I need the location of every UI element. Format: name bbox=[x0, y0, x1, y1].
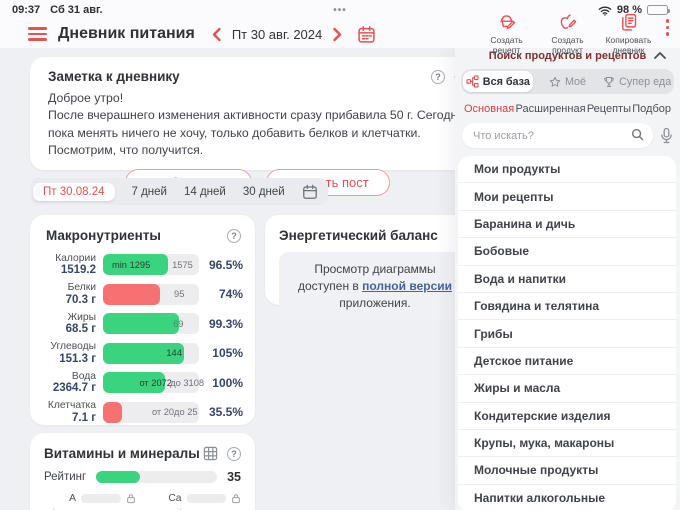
microphone-icon[interactable] bbox=[660, 127, 673, 144]
app-header: Дневник питания Пт 30 авг. 2024 bbox=[0, 20, 680, 48]
copy-diary-button[interactable]: Копировать дневник bbox=[602, 12, 656, 55]
wifi-icon bbox=[598, 5, 612, 16]
multitask-dots-icon: ••• bbox=[333, 4, 347, 16]
create-product-button[interactable]: Создать продукт bbox=[541, 12, 595, 55]
period-calendar-icon[interactable] bbox=[302, 184, 318, 200]
subtab-advanced[interactable]: Расширенная bbox=[515, 103, 586, 115]
note-text: После вчерашнего изменения активности ср… bbox=[48, 108, 464, 158]
drawer-title: Поиск продуктов и рецептов bbox=[488, 50, 647, 62]
locked-bar bbox=[186, 493, 226, 504]
category-alcoholic-drinks[interactable]: Напитки алкогольные bbox=[474, 491, 606, 506]
category-confectionery[interactable]: Кондитерские изделия bbox=[458, 403, 676, 430]
header-actions: Создать рецепт Создать продукт Копировать д… bbox=[480, 12, 673, 55]
chevron-left-icon[interactable] bbox=[211, 27, 222, 42]
energy-title: Энергетический баланс bbox=[279, 228, 438, 243]
macronutrients-card: Макронутриенты ? Калории 1519.2 min 1295 … bbox=[30, 215, 255, 425]
category-dairy[interactable]: Молочные продукты bbox=[458, 457, 676, 485]
more-menu-icon[interactable] bbox=[663, 15, 673, 40]
macro-row-water: Вода 2364.7 г от 2072 до 3108 100% bbox=[52, 370, 243, 395]
vitamins-rating-row: Рейтинг 35 bbox=[44, 470, 241, 484]
category-beef-veal[interactable]: Говядина и телятина bbox=[458, 293, 676, 321]
recipe-icon bbox=[496, 12, 517, 33]
battery-percent: 98 % bbox=[616, 4, 642, 16]
table-view-icon[interactable] bbox=[203, 446, 218, 461]
vitamins-card: Витамины и минералы ? Рейтинг 35 А bbox=[30, 433, 255, 510]
progress-bar: min 1295 1575 bbox=[103, 254, 199, 276]
vitamin-row: Ca bbox=[150, 493, 242, 504]
progress-bar: 144 bbox=[103, 342, 199, 364]
database-tree-icon bbox=[466, 75, 479, 88]
category-legumes[interactable]: Бобовые bbox=[458, 238, 676, 266]
current-date[interactable]: Пт 30 авг. 2024 bbox=[231, 26, 323, 42]
vitamins-help-icon[interactable]: ? bbox=[227, 446, 241, 461]
page-title: Дневник питания bbox=[58, 25, 195, 42]
subtab-selection[interactable]: Подбор bbox=[632, 103, 671, 115]
macro-row-fiber: Клетчатка 7.1 г от 20 до 25 35.5% bbox=[47, 400, 243, 424]
search-input[interactable] bbox=[462, 123, 653, 148]
category-my-products[interactable]: Мои продукты bbox=[458, 156, 676, 184]
progress-bar: 69 bbox=[103, 313, 199, 335]
macro-row-carbs: Углеводы 151.3 г 144 105% bbox=[50, 341, 243, 365]
macros-help-icon[interactable]: ? bbox=[227, 228, 241, 243]
trophy-icon bbox=[603, 76, 615, 88]
progress-bar: 95 bbox=[103, 283, 199, 305]
macro-row-fat: Жиры 68.5 г 69 99.3% bbox=[65, 311, 243, 336]
progress-bar: от 2072 до 3108 bbox=[103, 372, 204, 394]
status-date: Сб 31 авг. bbox=[50, 4, 103, 16]
tab-all-base[interactable]: Вся база bbox=[463, 71, 533, 92]
database-tabs: Вся база Моё Супер еда bbox=[461, 69, 674, 94]
menu-icon[interactable] bbox=[28, 27, 47, 41]
rating-value: 35 bbox=[227, 470, 241, 484]
period-tab-7-days[interactable]: 7 дней bbox=[131, 185, 167, 198]
note-greeting: Доброе утро! bbox=[48, 91, 124, 105]
category-grains-flour-pasta[interactable]: Крупы, мука, макароны bbox=[458, 430, 676, 458]
category-water-drinks[interactable]: Вода и напитки bbox=[458, 266, 676, 293]
star-icon bbox=[549, 76, 561, 88]
locked-bar bbox=[81, 493, 121, 504]
note-title: Заметка к дневнику bbox=[48, 69, 180, 84]
create-recipe-button[interactable]: Создать рецепт bbox=[480, 12, 534, 55]
copy-icon bbox=[618, 12, 639, 33]
macros-title: Макронутриенты bbox=[46, 228, 161, 243]
lock-icon bbox=[126, 493, 136, 504]
category-list: Мои продукты Мои рецепты Баранина и дичь… bbox=[458, 156, 676, 510]
category-mushrooms[interactable]: Грибы bbox=[458, 320, 676, 348]
macro-row-protein: Белки 70.3 г 95 74% bbox=[65, 282, 243, 306]
subtab-basic[interactable]: Основная bbox=[464, 103, 515, 115]
rating-bar bbox=[96, 471, 218, 483]
full-version-link[interactable]: полной версии bbox=[362, 278, 452, 293]
battery-icon bbox=[647, 5, 670, 15]
chevron-right-icon[interactable] bbox=[332, 27, 343, 42]
diary-note-card: Заметка к дневнику ? Доброе утро! После … bbox=[30, 57, 485, 196]
upgrade-notice: Просмотр диаграммы доступен в полной вер… bbox=[279, 252, 471, 321]
category-my-recipes[interactable]: Мои рецепты bbox=[458, 183, 676, 211]
category-lamb-game[interactable]: Баранина и дичь bbox=[458, 211, 676, 239]
tab-super-food[interactable]: Супер еда bbox=[602, 71, 672, 92]
vitamin-row: А bbox=[44, 493, 136, 504]
period-tab-current-day[interactable]: Пт 30.08.24 bbox=[33, 182, 115, 201]
status-time: 09:37 bbox=[12, 4, 41, 16]
energy-balance-card: Энергетический баланс Просмотр диаграммы… bbox=[265, 215, 485, 321]
search-mode-tabs: Основная Расширенная Рецепты Подбор bbox=[464, 103, 671, 115]
tab-my[interactable]: Моё bbox=[533, 71, 603, 92]
period-tab-14-days[interactable]: 14 дней bbox=[183, 185, 226, 198]
progress-bar: от 20 до 25 bbox=[103, 401, 199, 423]
period-tab-30-days[interactable]: 30 дней bbox=[242, 185, 285, 198]
date-navigation: Пт 30 авг. 2024 bbox=[211, 25, 376, 44]
macro-row-calories: Калории 1519.2 min 1295 1575 96.5% bbox=[55, 252, 243, 277]
search-icon bbox=[631, 128, 644, 141]
product-icon bbox=[557, 12, 578, 33]
calendar-icon[interactable] bbox=[357, 25, 376, 44]
help-icon[interactable]: ? bbox=[431, 69, 445, 84]
subtab-recipes[interactable]: Рецепты bbox=[586, 103, 631, 115]
category-baby-food[interactable]: Детское питание bbox=[458, 348, 676, 376]
collapse-chevron-up-icon[interactable] bbox=[653, 50, 667, 60]
vitamins-title: Витамины и минералы bbox=[44, 446, 200, 461]
search-drawer: Поиск продуктов и рецептов Вся база bbox=[455, 48, 680, 510]
status-bar: 09:37 Сб 31 авг. ••• 98 % bbox=[0, 0, 680, 20]
category-fats-oils[interactable]: Жиры и масла bbox=[458, 375, 676, 403]
lock-icon bbox=[231, 493, 241, 504]
period-tabs: Пт 30.08.24 7 дней 14 дней 30 дней bbox=[30, 178, 328, 205]
